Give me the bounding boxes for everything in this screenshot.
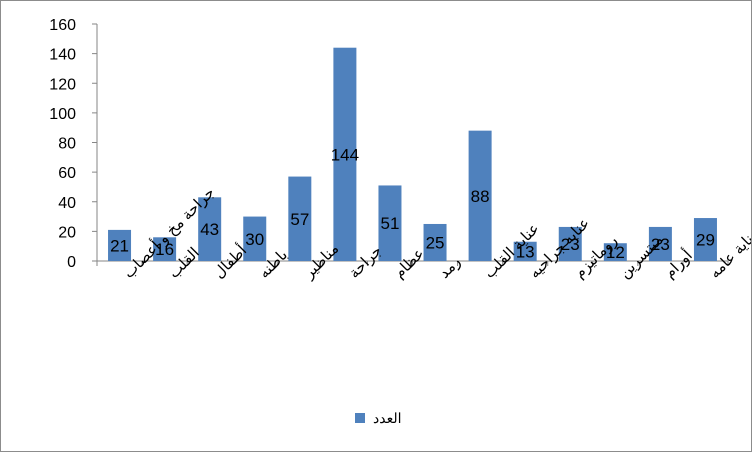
data-label: 144 bbox=[331, 145, 359, 164]
y-tick-label: 160 bbox=[49, 17, 76, 34]
bar bbox=[693, 218, 717, 261]
data-label: 57 bbox=[290, 210, 309, 229]
y-tick-label: 20 bbox=[58, 224, 76, 241]
data-label: 13 bbox=[516, 242, 535, 261]
bar bbox=[243, 216, 267, 261]
data-label: 25 bbox=[426, 233, 445, 252]
bar bbox=[333, 47, 357, 262]
bar bbox=[648, 226, 672, 261]
y-tick-label: 120 bbox=[49, 76, 76, 93]
data-label: 43 bbox=[200, 220, 219, 239]
bar bbox=[558, 226, 582, 261]
data-labels: 21 16 43 30 57 144 51 25 88 13 23 12 23 29 bbox=[110, 145, 715, 262]
y-axis: 0 20 40 60 80 100 120 140 160 bbox=[49, 17, 98, 271]
data-label: 30 bbox=[245, 230, 264, 249]
series-bars bbox=[108, 47, 717, 262]
data-label: 23 bbox=[561, 235, 580, 254]
y-tick-label: 60 bbox=[58, 165, 76, 182]
bar bbox=[423, 223, 447, 261]
data-label: 51 bbox=[381, 214, 400, 233]
bar bbox=[288, 176, 312, 261]
legend: العدد bbox=[355, 410, 402, 426]
data-label: 16 bbox=[155, 240, 174, 259]
bar bbox=[108, 229, 132, 261]
y-tick-label: 100 bbox=[49, 106, 76, 123]
bar bbox=[513, 241, 537, 261]
data-label: 29 bbox=[696, 231, 715, 250]
y-tick-label: 0 bbox=[67, 254, 76, 271]
data-label: 12 bbox=[606, 243, 625, 262]
y-tick-label: 40 bbox=[58, 195, 76, 212]
bar bbox=[153, 237, 177, 261]
bar bbox=[603, 243, 627, 261]
legend-swatch bbox=[355, 413, 365, 423]
data-label: 23 bbox=[651, 235, 670, 254]
y-tick-label: 140 bbox=[49, 47, 76, 64]
bar bbox=[468, 130, 492, 261]
y-tick-label: 80 bbox=[58, 136, 76, 153]
data-label: 88 bbox=[471, 187, 490, 206]
data-label: 21 bbox=[110, 236, 129, 255]
bar bbox=[378, 185, 402, 261]
bar bbox=[198, 197, 222, 261]
legend-label: العدد bbox=[373, 410, 402, 426]
